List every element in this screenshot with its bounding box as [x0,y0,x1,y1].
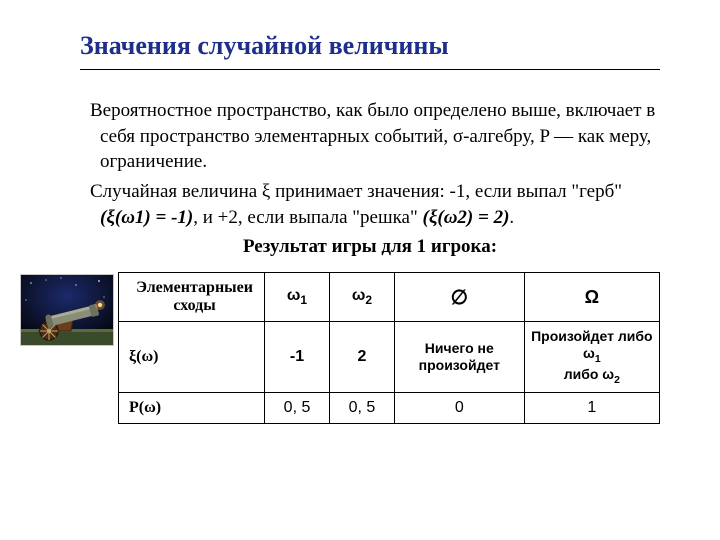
cell-xi-1: -1 [265,322,330,393]
hdr-empty: ∅ [394,273,524,322]
cell-xi-omega: Произойдет либо ω1 либо ω2 [524,322,659,393]
cell-p-2: 0, 5 [329,392,394,423]
table-row: ξ(ω) -1 2 Ничего не произойдет Произойде… [119,322,660,393]
cell-xi-empty: Ничего не произойдет [394,322,524,393]
paragraph-1: Вероятностное пространство, как было опр… [90,98,660,175]
title-rule [80,69,660,70]
row-xi-label: ξ(ω) [119,322,265,393]
cell-p-empty: 0 [394,392,524,423]
para2-e: . [509,207,514,228]
row-p-label: P(ω) [119,392,265,423]
cell-xi-2: 2 [329,322,394,393]
para2-c: , и +2, если выпала "решка" [193,207,422,228]
table-row: P(ω) 0, 5 0, 5 0 1 [119,392,660,423]
cell-p-omega: 1 [524,392,659,423]
para2-a: Случайная величина ξ принимает значения:… [90,181,622,202]
result-table: Элементарныеи сходы ω1 ω2 ∅ Ω ξ(ω) -1 2 … [118,272,660,424]
paragraph-2: Случайная величина ξ принимает значения:… [90,179,660,230]
cell-p-1: 0, 5 [265,392,330,423]
table-row: Элементарныеи сходы ω1 ω2 ∅ Ω [119,273,660,322]
page-title: Значения случайной величины [80,30,660,61]
hdr-outcomes: Элементарныеи сходы [119,273,265,322]
para1-text: Вероятностное пространство, как было опр… [90,100,655,172]
para2-d: (ξ(ω2) = 2) [423,207,510,228]
hdr-omega2: ω2 [329,273,394,322]
hdr-omega-big: Ω [524,273,659,322]
table-region: Элементарныеи сходы ω1 ω2 ∅ Ω ξ(ω) -1 2 … [80,272,660,424]
hdr-omega1: ω1 [265,273,330,322]
cannon-image [20,274,114,346]
slide: Значения случайной величины Вероятностно… [0,0,720,540]
para2-b: (ξ(ω1) = -1) [100,207,193,228]
result-line: Результат игры для 1 игрока: [80,236,660,258]
